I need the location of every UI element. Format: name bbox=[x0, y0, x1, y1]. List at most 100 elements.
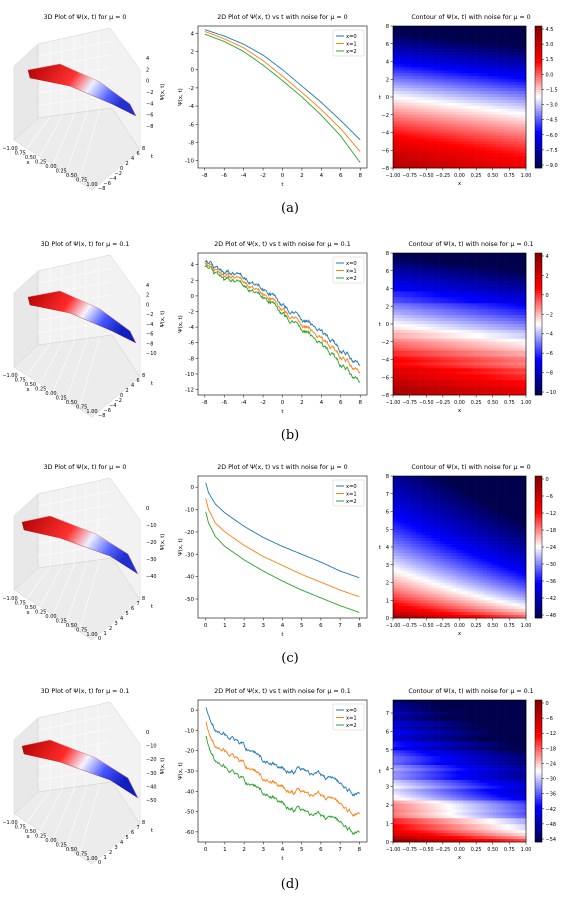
heatmap-cell bbox=[493, 339, 497, 342]
heatmap-cell bbox=[506, 100, 510, 103]
heatmap-cell bbox=[426, 53, 430, 56]
heatmap-cell bbox=[509, 345, 513, 348]
heatmap-cell bbox=[416, 138, 420, 141]
heatmap-cell bbox=[509, 79, 513, 82]
heatmap-cell bbox=[499, 100, 503, 103]
heatmap-cell bbox=[460, 506, 464, 509]
heatmap-cell bbox=[423, 41, 427, 44]
heatmap-cell bbox=[430, 162, 434, 165]
heatmap-cell bbox=[503, 121, 507, 124]
heatmap-cell bbox=[486, 35, 490, 38]
heatmap-cell bbox=[466, 389, 470, 392]
heatmap-cell bbox=[433, 256, 437, 259]
heatmap-cell bbox=[440, 517, 444, 520]
heatmap-cell bbox=[423, 156, 427, 159]
heatmap-cell bbox=[400, 360, 404, 363]
heatmap-cell bbox=[440, 312, 444, 315]
heatmap-cell bbox=[476, 97, 480, 100]
heatmap-cell bbox=[483, 333, 487, 336]
heatmap-cell bbox=[443, 35, 447, 38]
heatmap-cell bbox=[466, 306, 470, 309]
heatmap-cell bbox=[513, 109, 517, 112]
heatmap-cell bbox=[406, 150, 410, 153]
heatmap-cell bbox=[440, 85, 444, 88]
heatmap-cell bbox=[463, 62, 467, 65]
heatmap-cell bbox=[416, 280, 420, 283]
heatmap-cell bbox=[506, 38, 510, 41]
heatmap-cell bbox=[453, 494, 457, 497]
heatmap-cell bbox=[453, 309, 457, 312]
heatmap-cell bbox=[416, 309, 420, 312]
heatmap-cell bbox=[396, 29, 400, 32]
heatmap-cell bbox=[503, 103, 507, 106]
heatmap-cell bbox=[396, 44, 400, 47]
heatmap-cell bbox=[469, 354, 473, 357]
colorbar-segment bbox=[535, 265, 542, 268]
heatmap-cell bbox=[396, 70, 400, 73]
heatmap-cell bbox=[479, 514, 483, 517]
heatmap-cell bbox=[443, 147, 447, 150]
heatmap-cell bbox=[519, 62, 523, 65]
heatmap-cell bbox=[519, 156, 523, 159]
heatmap-cell bbox=[393, 79, 397, 82]
x-tick-label: 4 bbox=[320, 173, 324, 179]
heatmap-cell bbox=[516, 29, 520, 32]
heatmap-cell bbox=[420, 106, 424, 109]
heatmap-cell bbox=[509, 130, 513, 133]
heatmap-cell bbox=[396, 509, 400, 512]
heatmap-cell bbox=[466, 118, 470, 121]
heatmap-cell bbox=[440, 150, 444, 153]
heatmap-cell bbox=[433, 88, 437, 91]
heatmap-cell bbox=[476, 514, 480, 517]
colorbar-segment bbox=[535, 121, 542, 124]
y-tick-label: -12 bbox=[185, 388, 194, 394]
heatmap-cell bbox=[406, 389, 410, 392]
heatmap-cell bbox=[430, 50, 434, 53]
heatmap-cell bbox=[479, 479, 483, 482]
heatmap-cell bbox=[460, 286, 464, 289]
heatmap-cell bbox=[516, 277, 520, 280]
heatmap-cell bbox=[489, 256, 493, 259]
heatmap-cell bbox=[440, 482, 444, 485]
heatmap-cell bbox=[423, 354, 427, 357]
heatmap-cell bbox=[450, 35, 454, 38]
heatmap-cell bbox=[446, 50, 450, 53]
heatmap-cell bbox=[483, 374, 487, 377]
heatmap-cell bbox=[476, 256, 480, 259]
heatmap-cell bbox=[466, 512, 470, 515]
y-tick-label: −8 bbox=[381, 393, 389, 399]
heatmap-cell bbox=[493, 500, 497, 503]
heatmap-cell bbox=[466, 297, 470, 300]
heatmap-cell bbox=[456, 324, 460, 327]
heatmap-cell bbox=[469, 91, 473, 94]
heatmap-cell bbox=[476, 321, 480, 324]
y-tick-label: 8 bbox=[386, 251, 389, 257]
heatmap-cell bbox=[479, 76, 483, 79]
heatmap-cell bbox=[469, 64, 473, 67]
heatmap-cell bbox=[499, 94, 503, 97]
heatmap-cell bbox=[440, 53, 444, 56]
heatmap-cell bbox=[469, 62, 473, 65]
heatmap-cell bbox=[489, 380, 493, 383]
heatmap-cell bbox=[479, 67, 483, 70]
heatmap-cell bbox=[516, 371, 520, 374]
heatmap-cell bbox=[469, 76, 473, 79]
heatmap-cell bbox=[413, 339, 417, 342]
heatmap-cell bbox=[396, 520, 400, 523]
heatmap-cell bbox=[460, 377, 464, 380]
heatmap-cell bbox=[489, 100, 493, 103]
heatmap-cell bbox=[446, 97, 450, 100]
heatmap-cell bbox=[473, 38, 477, 41]
heatmap-cell bbox=[519, 497, 523, 500]
heatmap-cell bbox=[443, 106, 447, 109]
heatmap-cell bbox=[469, 130, 473, 133]
heatmap-cell bbox=[479, 53, 483, 56]
heatmap-cell bbox=[403, 88, 407, 91]
heatmap-cell bbox=[400, 53, 404, 56]
heatmap-cell bbox=[440, 354, 444, 357]
heatmap-cell bbox=[516, 312, 520, 315]
heatmap-cell bbox=[436, 479, 440, 482]
heatmap-cell bbox=[503, 159, 507, 162]
heatmap-cell bbox=[443, 380, 447, 383]
heatmap-cell bbox=[486, 130, 490, 133]
